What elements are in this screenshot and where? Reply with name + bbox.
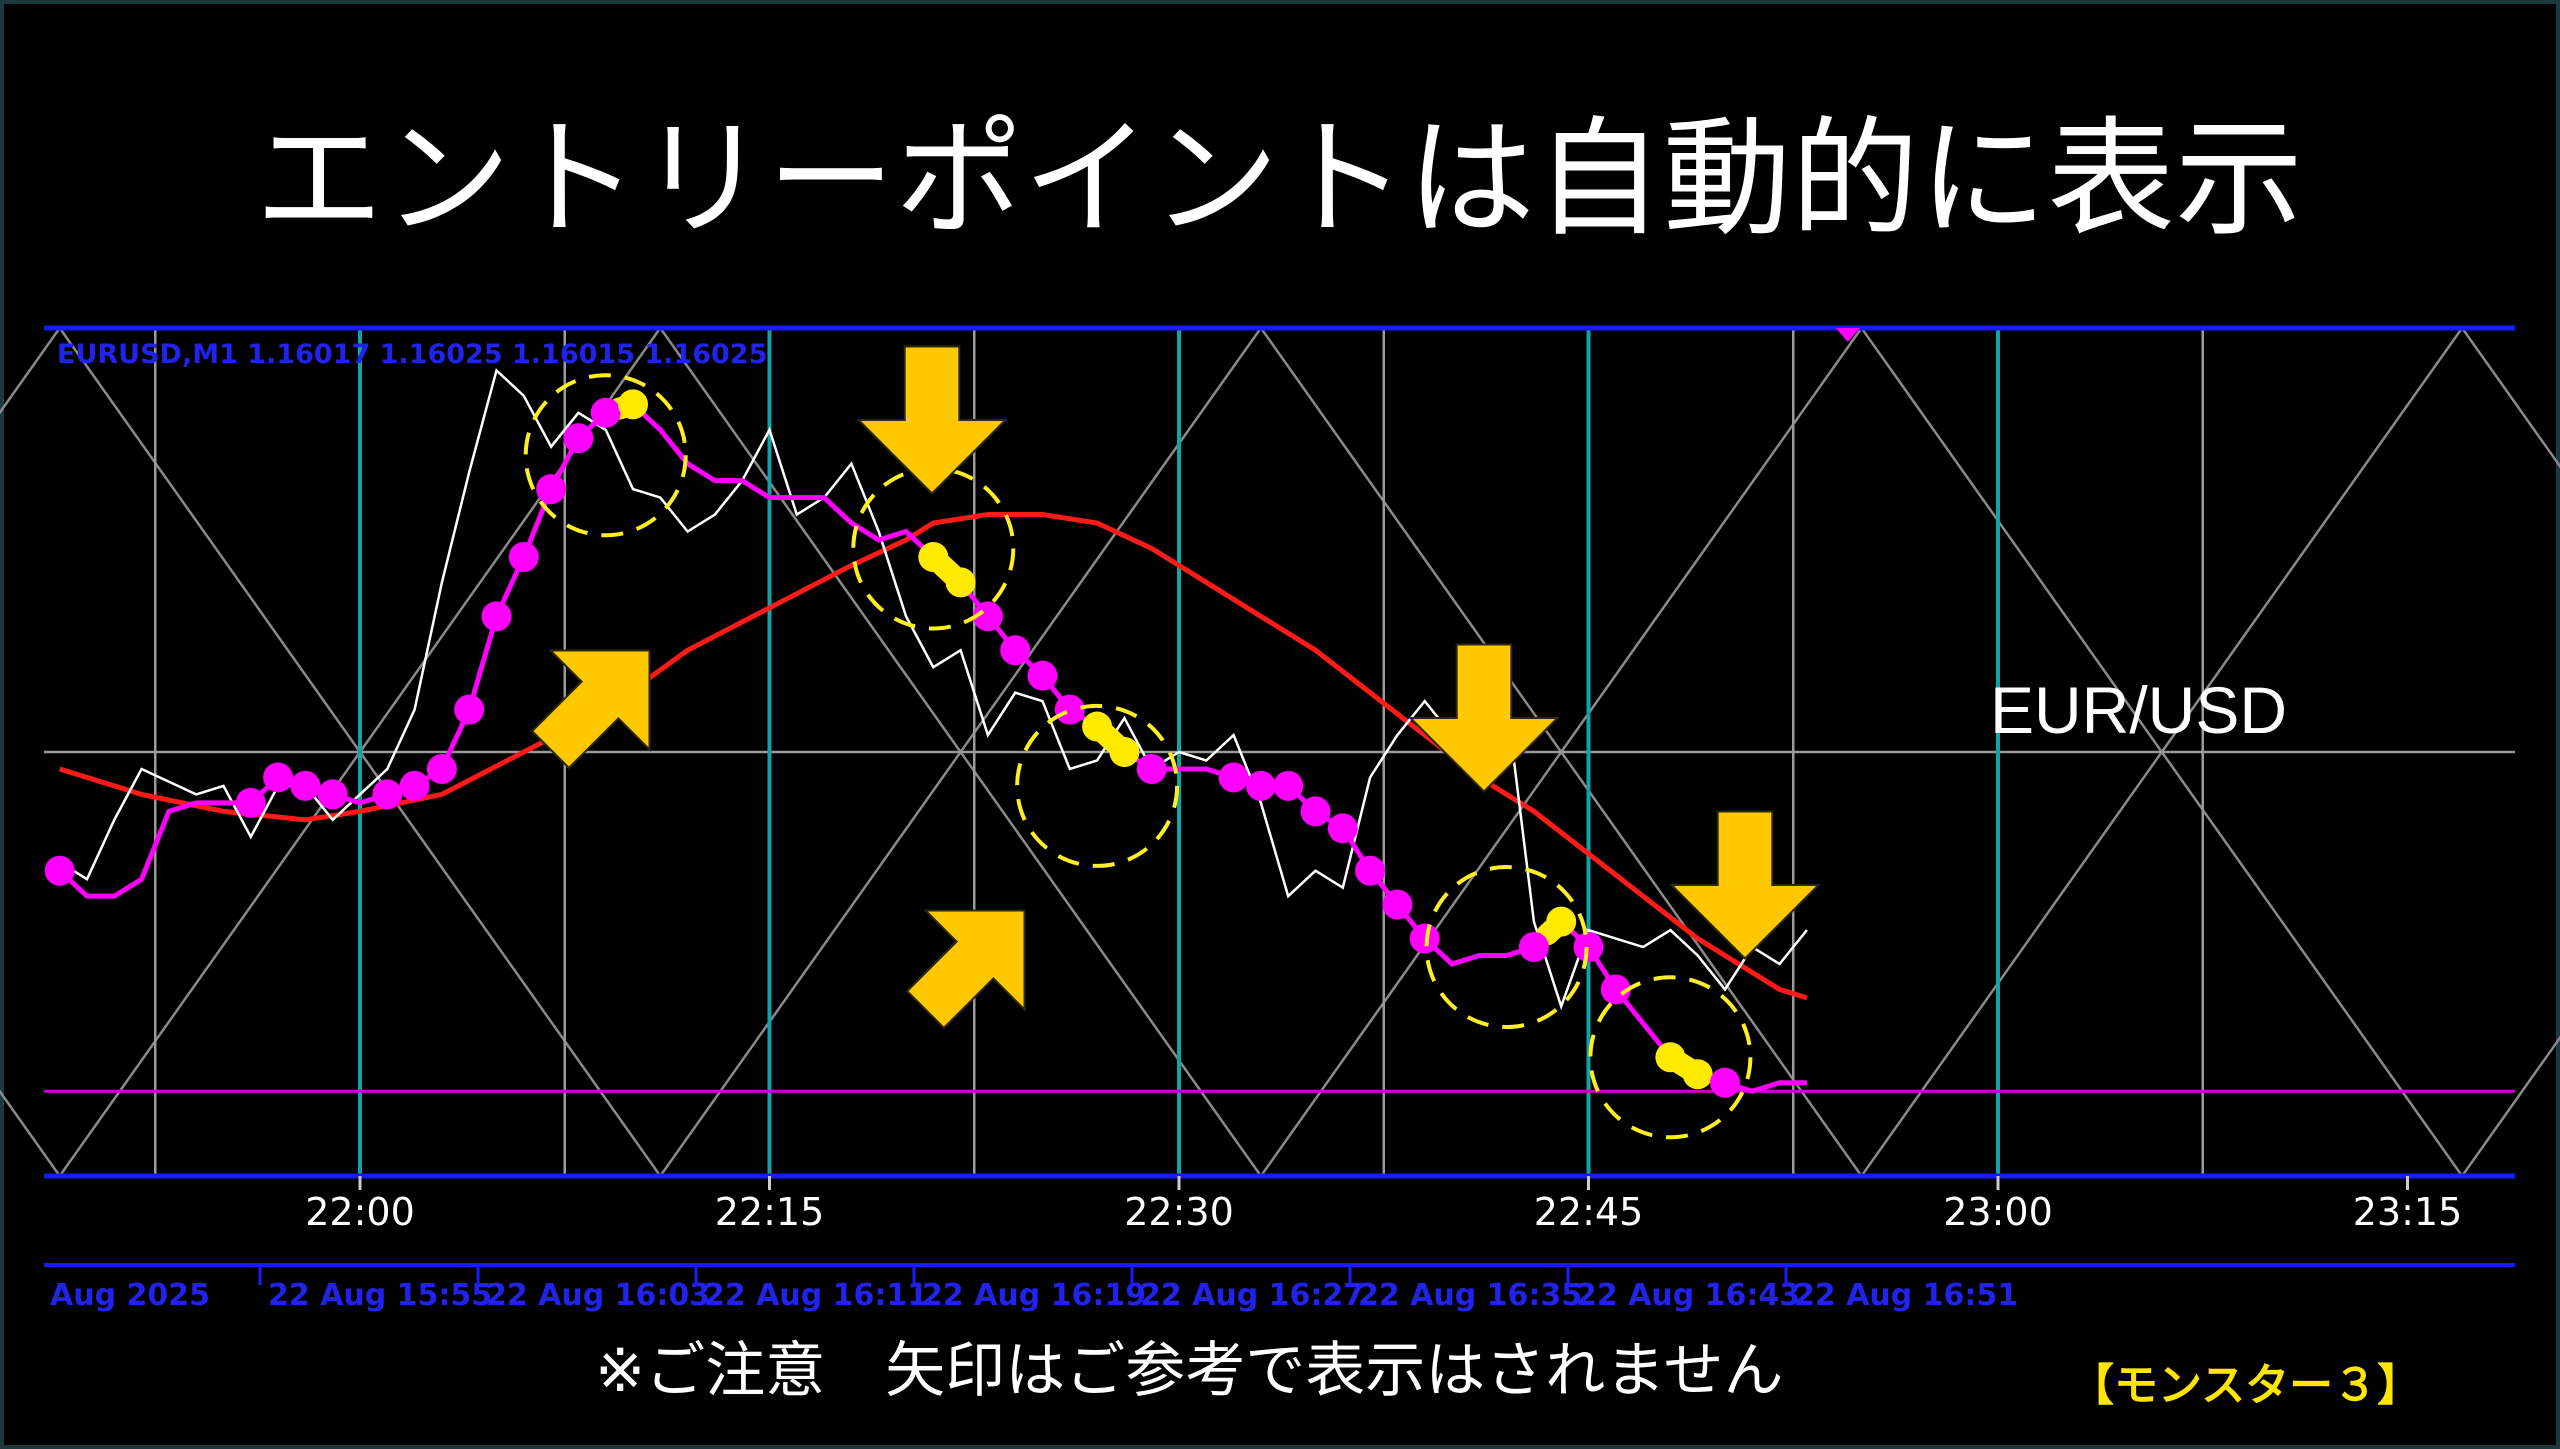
indicator-dot — [399, 770, 430, 801]
indicator-dot — [508, 541, 539, 572]
watermark-label: EUR/USD — [1990, 673, 2287, 747]
page-title: エントリーポイントは自動的に表示 — [255, 105, 2304, 254]
price-line — [59, 368, 1808, 1011]
moving-average-series — [58, 512, 1808, 1001]
x-tick-label: 22:30 — [1124, 1190, 1234, 1234]
date-label: 22 Aug 16:19 — [922, 1278, 1146, 1313]
indicator-dot — [481, 601, 512, 632]
indicator-dot — [317, 779, 348, 810]
entry-arrow — [905, 909, 1026, 1030]
x-tick-label: 22:15 — [715, 1190, 825, 1234]
x-tick-label: 23:15 — [2353, 1190, 2463, 1234]
entry-arrows — [530, 345, 1821, 1030]
indicator-dot — [972, 601, 1003, 632]
indicator-dot — [1655, 1042, 1686, 1073]
indicator-dot — [918, 541, 949, 572]
indicator-dot — [1300, 796, 1331, 827]
entry-arrow — [530, 649, 651, 770]
entry-arrow — [856, 345, 1008, 495]
chart-labels: EURUSD,M1 1.16017 1.16025 1.16015 1.1602… — [57, 339, 2287, 747]
indicator-dot — [1082, 711, 1113, 742]
indicator-dot — [1600, 974, 1631, 1005]
indicator-dot — [235, 787, 266, 818]
moving-average-line — [58, 512, 1808, 1001]
indicator-dot — [1710, 1067, 1740, 1098]
indicator-dot — [372, 779, 403, 810]
x-axis-ticks: 22:00 22:15 22:30 22:45 23:00 23:15 — [305, 1176, 2462, 1234]
entry-circle — [1588, 975, 1753, 1140]
date-label: 22 Aug 16:43 — [1576, 1278, 1800, 1313]
indicator-dot — [290, 770, 321, 801]
entry-circle — [523, 373, 688, 538]
indicator-dot — [563, 423, 594, 454]
indicator-dot — [263, 762, 294, 793]
indicator-dot — [1355, 855, 1386, 886]
indicator-dot — [1518, 932, 1549, 963]
indicator-dot — [1109, 737, 1140, 767]
indicator-dot — [1327, 813, 1358, 844]
date-label: 22 Aug 16:35 — [1358, 1278, 1582, 1313]
indicator-dot — [454, 694, 485, 725]
entry-circle — [1015, 703, 1180, 868]
indicator-dot — [1573, 932, 1604, 963]
indicator-dot — [1245, 770, 1276, 801]
date-label: 22 Aug 16:51 — [1794, 1278, 2018, 1313]
price-series — [59, 368, 1808, 1011]
indicator-dot — [536, 474, 567, 505]
indicator-dot — [618, 389, 648, 420]
indicator-series — [44, 389, 1807, 1098]
symbol-info: EURUSD,M1 1.16017 1.16025 1.16015 1.1602… — [57, 339, 767, 370]
level-lines — [44, 325, 2515, 1179]
indicator-dot — [1273, 770, 1304, 801]
entry-arrow — [1669, 810, 1821, 960]
indicator-dot — [1027, 660, 1058, 691]
footer-note: ※ご注意 矢印はご参考で表示はされません — [595, 1336, 1784, 1406]
date-label: Aug 2025 — [50, 1278, 210, 1313]
product-tag: 【モンスター３】 — [2070, 1360, 2422, 1411]
grid-lines — [0, 325, 2560, 1179]
indicator-dot — [590, 397, 621, 428]
indicator-dot — [1054, 694, 1085, 725]
indicator-dot — [1382, 889, 1413, 920]
top-marker — [1835, 328, 1860, 342]
entry-arrow — [1408, 643, 1560, 793]
entry-circles — [523, 373, 1753, 1140]
date-label: 22 Aug 16:03 — [486, 1278, 710, 1313]
x-tick-label: 23:00 — [1943, 1190, 2053, 1234]
indicator-dot — [44, 855, 75, 886]
date-label: 22 Aug 15:55 — [268, 1278, 492, 1313]
indicator-dot — [426, 753, 457, 784]
x-tick-label: 22:00 — [305, 1190, 415, 1234]
indicator-dot — [1546, 906, 1577, 937]
entry-circle — [1424, 865, 1589, 1030]
indicator-dot — [945, 567, 976, 598]
indicator-dot — [1682, 1059, 1713, 1090]
indicator-dot — [1409, 923, 1440, 954]
indicator-dot — [1136, 753, 1167, 784]
indicator-dot — [1218, 762, 1249, 793]
date-label: 22 Aug 16:11 — [704, 1278, 928, 1313]
date-label: 22 Aug 16:27 — [1140, 1278, 1364, 1313]
x-tick-label: 22:45 — [1534, 1190, 1644, 1234]
indicator-dot — [1000, 635, 1031, 666]
